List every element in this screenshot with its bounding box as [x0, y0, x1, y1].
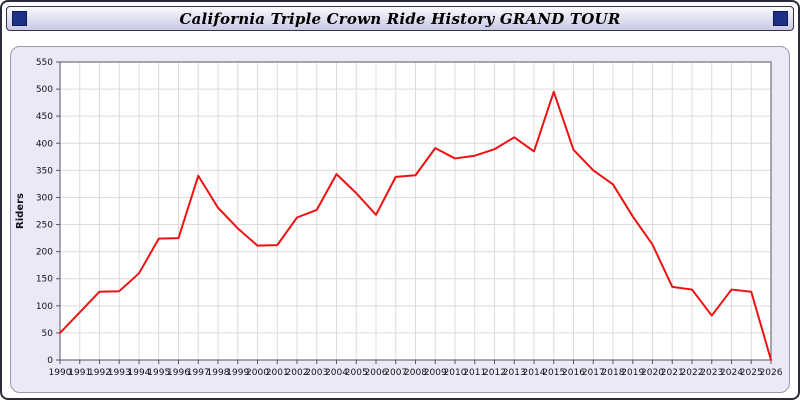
x-tick-label: 2016 — [562, 368, 585, 378]
chart-svg: 0501001502002503003504004505005501990199… — [15, 58, 783, 378]
y-tick-label: 100 — [36, 302, 53, 312]
x-tick-label: 2017 — [582, 368, 605, 378]
x-tick-label: 2002 — [286, 368, 309, 378]
x-tick-label: 2013 — [503, 368, 526, 378]
x-tick-label: 2025 — [740, 368, 763, 378]
y-tick-label: 200 — [36, 248, 53, 258]
y-tick-label: 550 — [36, 58, 53, 68]
x-tick-label: 1999 — [226, 368, 249, 378]
x-tick-label: 1995 — [147, 368, 170, 378]
x-tick-label: 2023 — [700, 368, 723, 378]
y-axis-labels: 0 50 100 150 200 250 300 350 400 450 500 550 — [36, 58, 60, 366]
y-tick-label: 450 — [36, 112, 53, 122]
x-tick-label: 2003 — [305, 368, 328, 378]
x-tick-label: 2021 — [661, 368, 684, 378]
x-tick-label: 2020 — [641, 368, 664, 378]
data-line — [59, 90, 772, 361]
x-tick-label: 2026 — [760, 368, 783, 378]
x-tick-label: 2004 — [325, 368, 348, 378]
page-title: California Triple Crown Ride History GRA… — [179, 9, 621, 28]
x-tick-label: 2007 — [384, 368, 407, 378]
y-tick-label: 250 — [36, 221, 53, 231]
x-tick-label: 2024 — [720, 368, 743, 378]
x-tick-label: 2015 — [542, 368, 565, 378]
x-tick-label: 2011 — [463, 368, 486, 378]
y-tick-label: 500 — [36, 85, 53, 95]
x-tick-label: 1990 — [49, 368, 72, 378]
y-tick-label: 400 — [36, 139, 53, 149]
x-tick-label: 2022 — [681, 368, 704, 378]
title-bar: California Triple Crown Ride History GRA… — [6, 6, 794, 31]
x-tick-label: 2010 — [444, 368, 467, 378]
x-tick-label: 1994 — [128, 368, 151, 378]
x-tick-label: 2014 — [523, 368, 546, 378]
x-tick-label: 2019 — [621, 368, 644, 378]
x-axis-labels: 1990199119921993199419951996199719981999… — [49, 360, 783, 378]
chart-panel: 0 50 100 150 200 250 300 350 400 450 500 550 1990 199… — [10, 46, 790, 393]
x-tick-label: 1993 — [108, 368, 131, 378]
y-axis-title: Riders — [15, 193, 26, 229]
x-tick-label: 2006 — [365, 368, 388, 378]
grid-lines — [60, 62, 771, 360]
x-tick-label: 2000 — [246, 368, 269, 378]
y-tick-label: 350 — [36, 166, 53, 176]
y-tick-label: 50 — [42, 329, 54, 339]
x-tick-label: 2018 — [602, 368, 625, 378]
x-tick-label: 2001 — [266, 368, 289, 378]
x-tick-label: 1991 — [68, 368, 91, 378]
x-tick-label: 1997 — [187, 368, 210, 378]
x-tick-label: 2012 — [483, 368, 506, 378]
x-tick-label: 2008 — [404, 368, 427, 378]
x-tick-label: 1992 — [88, 368, 111, 378]
x-tick-label: 1998 — [207, 368, 230, 378]
y-tick-label: 300 — [36, 193, 53, 203]
x-tick-label: 2005 — [345, 368, 368, 378]
y-tick-label: 0 — [47, 356, 53, 366]
y-tick-label: 150 — [36, 275, 53, 285]
title-left-square-icon — [12, 11, 27, 26]
title-right-square-icon — [773, 11, 788, 26]
x-tick-label: 2009 — [424, 368, 447, 378]
x-tick-label: 1996 — [167, 368, 190, 378]
